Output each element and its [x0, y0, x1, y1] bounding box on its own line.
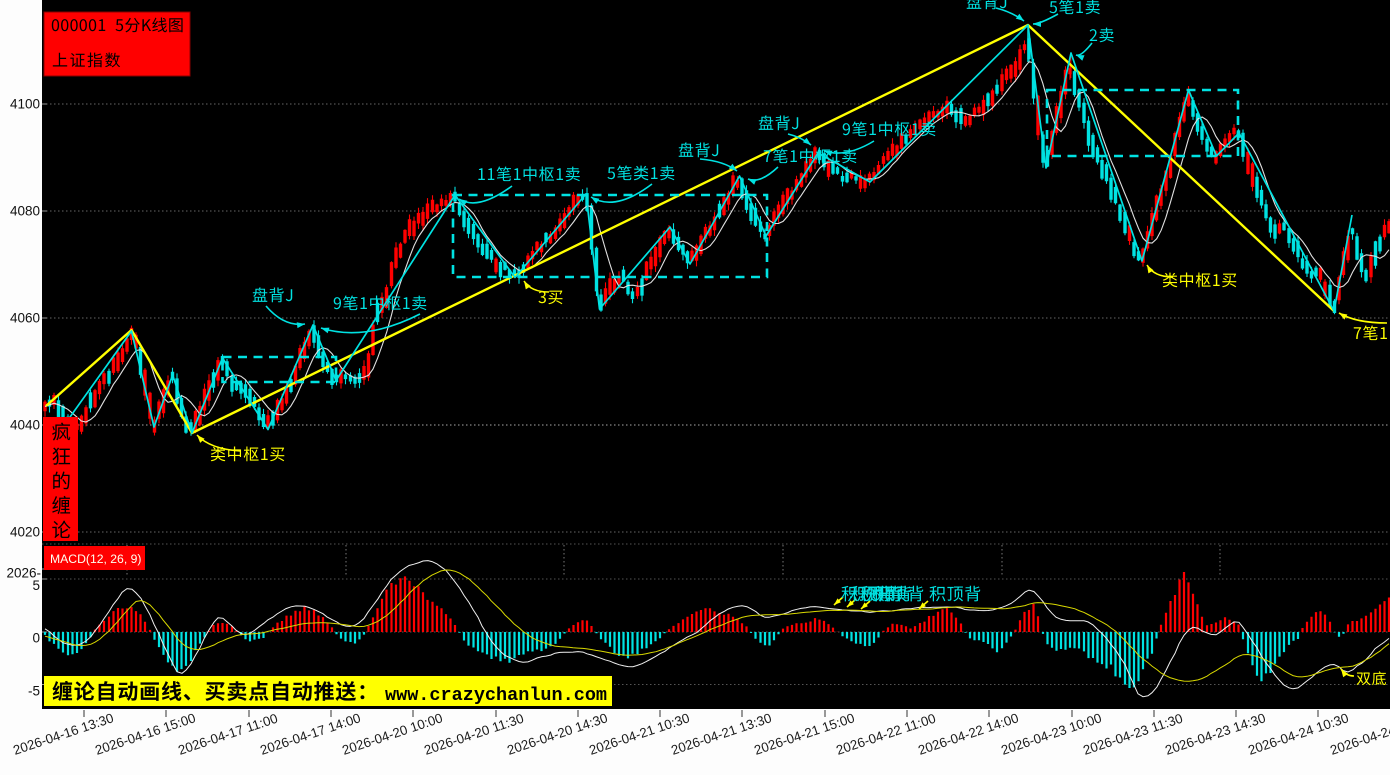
- svg-text:4020: 4020: [10, 525, 40, 540]
- svg-text:-5: -5: [28, 684, 40, 699]
- svg-text:0: 0: [32, 631, 40, 646]
- svg-text:4060: 4060: [10, 311, 40, 326]
- svg-text:www.crazychanlun.com: www.crazychanlun.com: [385, 685, 607, 706]
- svg-text:5: 5: [32, 578, 40, 593]
- svg-text:2026-: 2026-: [6, 566, 41, 581]
- svg-text:4080: 4080: [10, 204, 40, 219]
- svg-text:MACD(12, 26, 9): MACD(12, 26, 9): [50, 552, 141, 566]
- svg-text:4100: 4100: [10, 97, 40, 112]
- svg-text:4040: 4040: [10, 418, 40, 433]
